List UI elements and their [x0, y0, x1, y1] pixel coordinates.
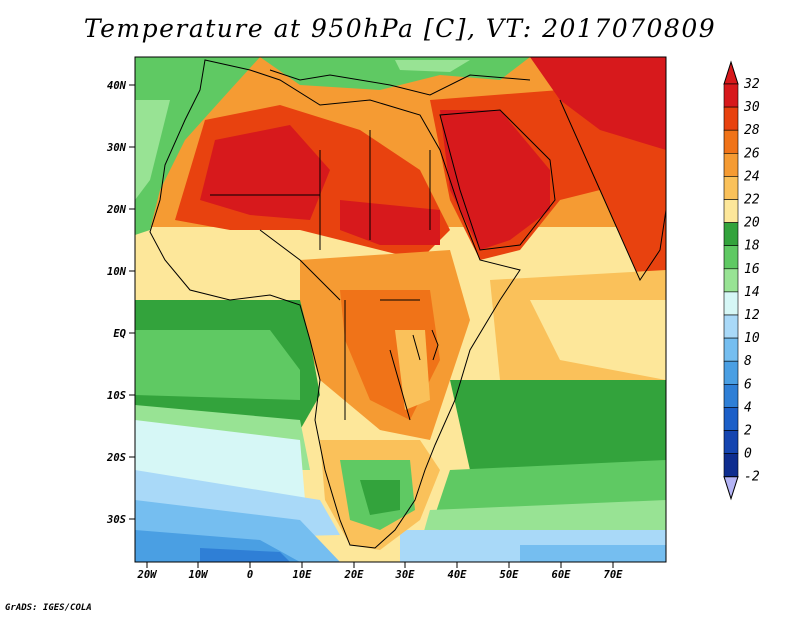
lat-tick-label: 30N — [106, 142, 127, 154]
colorbar-label: 24 — [744, 169, 760, 184]
lat-tick-label: 30S — [106, 514, 126, 526]
colorbar-label: 32 — [743, 77, 760, 92]
lon-tick-label: 10W — [189, 569, 210, 581]
colorbar-swatch — [723, 153, 739, 177]
colorbar-label: 22 — [744, 193, 760, 208]
colorbar-label: 10 — [744, 331, 760, 346]
colorbar-label: 8 — [744, 354, 752, 369]
colorbar-swatch — [723, 314, 739, 339]
coastlines — [149, 59, 666, 549]
lat-tick-label: 20S — [106, 452, 126, 464]
colorbar-swatch — [723, 383, 739, 408]
lat-tick-label: 20N — [106, 204, 127, 216]
colorbar-label: -2 — [744, 470, 760, 485]
lat-tick-label: 10N — [107, 266, 127, 278]
colorbar-upper-arrow — [723, 60, 739, 85]
colorbar-label: 16 — [744, 262, 760, 277]
colorbar-swatch — [723, 430, 739, 454]
colorbar-swatch — [723, 222, 739, 247]
colorbar-swatch — [723, 199, 739, 223]
colorbar-swatch — [723, 337, 739, 362]
lon-tick-label: 60E — [552, 569, 572, 581]
temperature-field — [135, 57, 666, 562]
colorbar-label: 26 — [744, 146, 760, 161]
colorbar-label: 28 — [744, 123, 760, 138]
lon-tick-label: 0 — [247, 569, 253, 581]
colorbar-swatch — [723, 129, 739, 154]
latitude-axis: 40N 30N 20N 10N EQ 10S 20S 30S — [106, 80, 135, 526]
colorbar-label: 0 — [744, 447, 752, 462]
colorbar-lower-arrow — [723, 476, 739, 501]
lat-tick-label: 10S — [107, 390, 126, 402]
longitude-axis: 20W 10W 0 10E 20E 30E 40E 50E 60E 70E — [137, 562, 624, 581]
map-title: Temperature at 950hPa [C], VT: 201707080… — [83, 14, 717, 43]
colorbar-label: 20 — [744, 216, 760, 231]
colorbar-label: 30 — [743, 100, 760, 115]
colorbar-label: 2 — [744, 424, 752, 439]
colorbar-swatch — [723, 453, 739, 478]
colorbar-label: 14 — [744, 285, 760, 300]
colorbar-swatch — [723, 83, 739, 108]
lon-tick-label: 10E — [293, 569, 313, 581]
colorbar-label: 12 — [744, 308, 760, 323]
colorbar-label: 6 — [744, 377, 752, 392]
credit-text: GrADS: IGES/COLA — [5, 603, 92, 613]
lon-tick-label: 40E — [448, 569, 468, 581]
colorbar-label: 4 — [744, 400, 752, 415]
lon-tick-label: 20W — [137, 569, 159, 581]
colorbar-label: 18 — [744, 239, 760, 254]
lon-tick-label: 30E — [395, 569, 416, 581]
colorbar-swatch — [723, 407, 739, 431]
lon-tick-label: 50E — [500, 569, 520, 581]
colorbar-swatch — [723, 176, 739, 200]
plot-frame — [134, 56, 667, 563]
colorbar-swatch — [723, 360, 739, 385]
colorbar-swatch — [723, 268, 739, 293]
colorbar-swatch — [723, 106, 739, 131]
lat-tick-label: 40N — [107, 80, 127, 92]
lat-tick-label: EQ — [113, 328, 126, 340]
lon-tick-label: 20E — [344, 569, 365, 581]
lon-tick-label: 70E — [604, 569, 624, 581]
colorbar-swatch — [723, 245, 739, 270]
colorbar-swatch — [723, 291, 739, 316]
